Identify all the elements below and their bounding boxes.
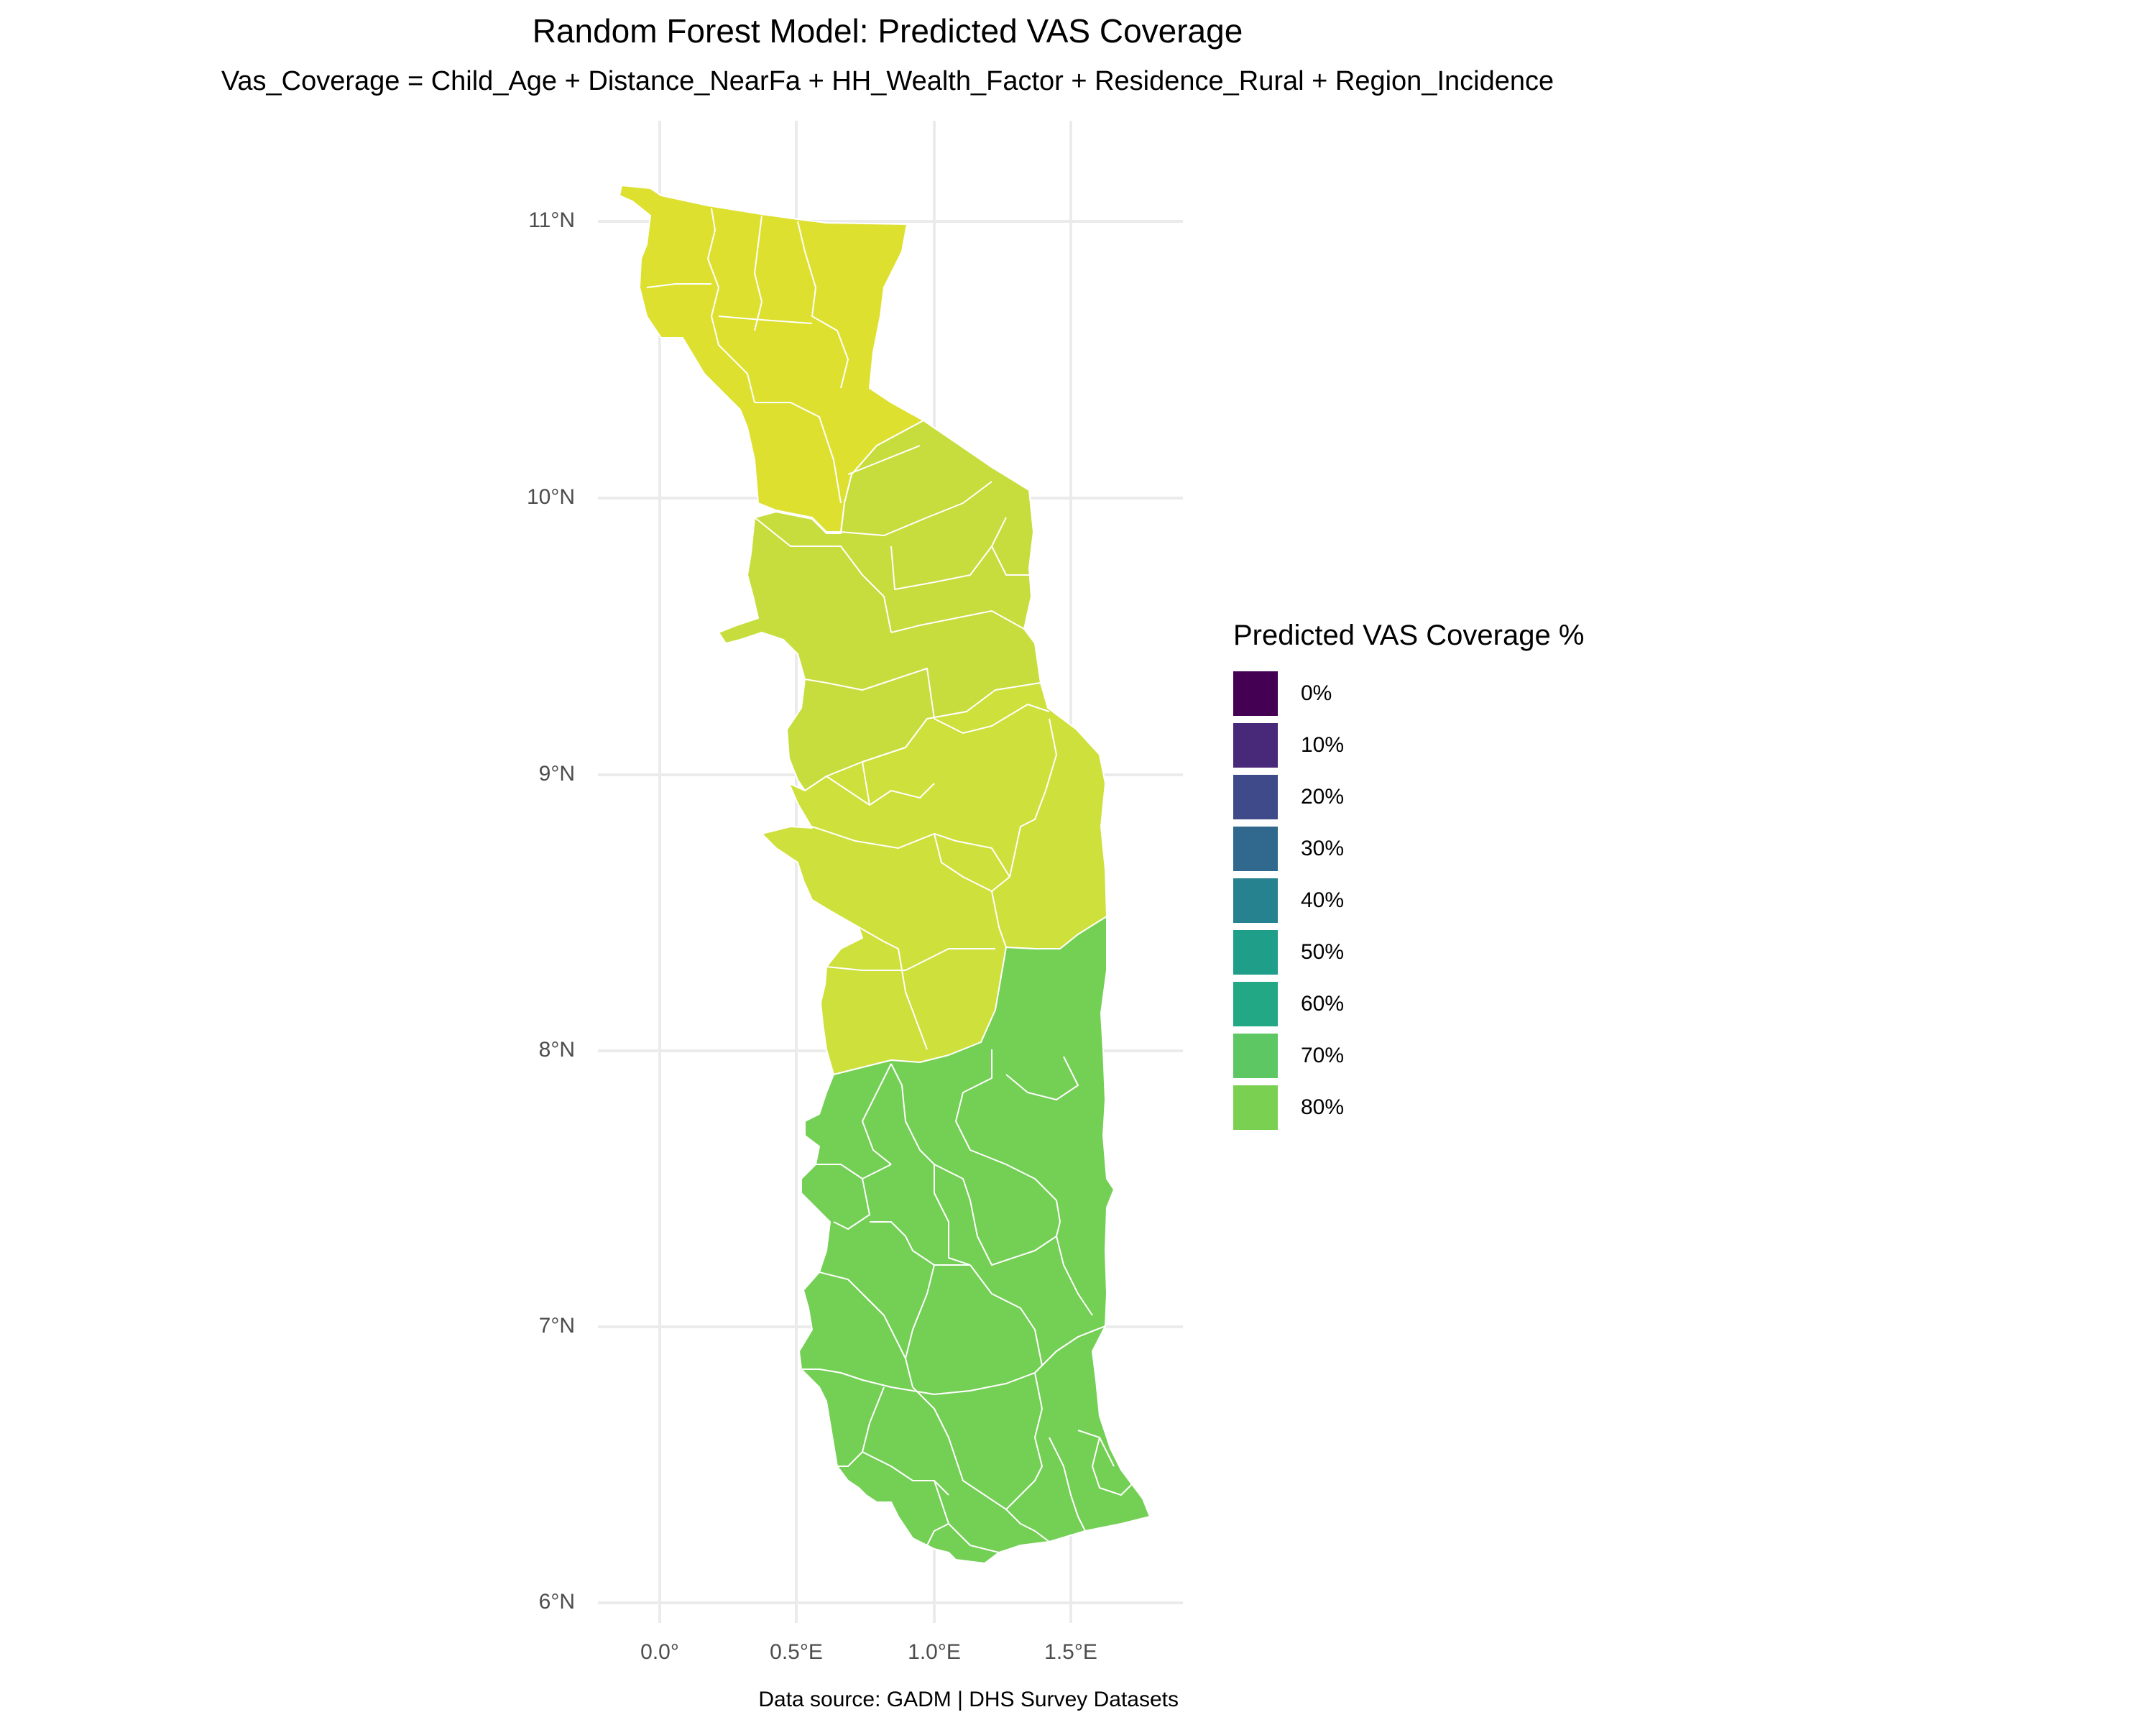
y-tick-9n: 9°N — [538, 762, 575, 786]
legend-label: 20% — [1301, 785, 1345, 809]
y-tick-7n: 7°N — [538, 1314, 575, 1338]
legend-item: 50% — [1233, 926, 1584, 978]
legend-label: 50% — [1301, 940, 1345, 964]
legend: Predicted VAS Coverage % 0% 10% 20% 30% 40% 5… — [1233, 620, 1584, 1133]
legend-label: 30% — [1301, 837, 1345, 860]
legend-item: 70% — [1233, 1030, 1584, 1082]
legend-item: 30% — [1233, 823, 1584, 875]
legend-item: 40% — [1233, 875, 1584, 926]
legend-swatch — [1233, 982, 1278, 1026]
legend-item: 20% — [1233, 771, 1584, 823]
y-tick-10n: 10°N — [526, 485, 575, 509]
legend-item: 80% — [1233, 1082, 1584, 1133]
region-maritime — [801, 1325, 1151, 1564]
district-boundaries — [646, 208, 1133, 1553]
legend-swatch — [1233, 723, 1278, 768]
legend-label: 60% — [1301, 992, 1345, 1016]
legend-swatch — [1233, 930, 1278, 975]
legend-label: 80% — [1301, 1095, 1345, 1119]
legend-label: 0% — [1301, 681, 1332, 705]
legend-item: 0% — [1233, 668, 1584, 719]
legend-label: 70% — [1301, 1044, 1345, 1067]
legend-label: 40% — [1301, 888, 1345, 912]
legend-label: 10% — [1301, 733, 1345, 757]
y-tick-6n: 6°N — [538, 1590, 575, 1614]
legend-title: Predicted VAS Coverage % — [1233, 620, 1585, 651]
legend-swatch — [1233, 775, 1278, 819]
x-tick-1e: 1.0°E — [908, 1640, 961, 1664]
x-tick-15e: 1.5°E — [1044, 1640, 1097, 1664]
legend-item: 60% — [1233, 978, 1584, 1030]
chart-subtitle: Vas_Coverage = Child_Age + Distance_Near… — [221, 66, 1554, 96]
legend-swatch — [1233, 1034, 1278, 1078]
y-tick-8n: 8°N — [538, 1038, 575, 1062]
x-tick-05e: 0.5°E — [770, 1640, 823, 1664]
legend-swatch — [1233, 827, 1278, 871]
region-savanes — [619, 185, 924, 533]
legend-swatch — [1233, 671, 1278, 716]
legend-item: 10% — [1233, 719, 1584, 771]
y-tick-11n: 11°N — [528, 208, 575, 232]
region-plateaux — [798, 916, 1115, 1395]
chart-title: Random Forest Model: Predicted VAS Cover… — [532, 12, 1243, 50]
x-tick-0: 0.0° — [640, 1640, 679, 1664]
legend-swatch — [1233, 878, 1278, 923]
legend-swatch — [1233, 1085, 1278, 1130]
data-source-caption: Data source: GADM | DHS Survey Datasets — [758, 1688, 1179, 1711]
